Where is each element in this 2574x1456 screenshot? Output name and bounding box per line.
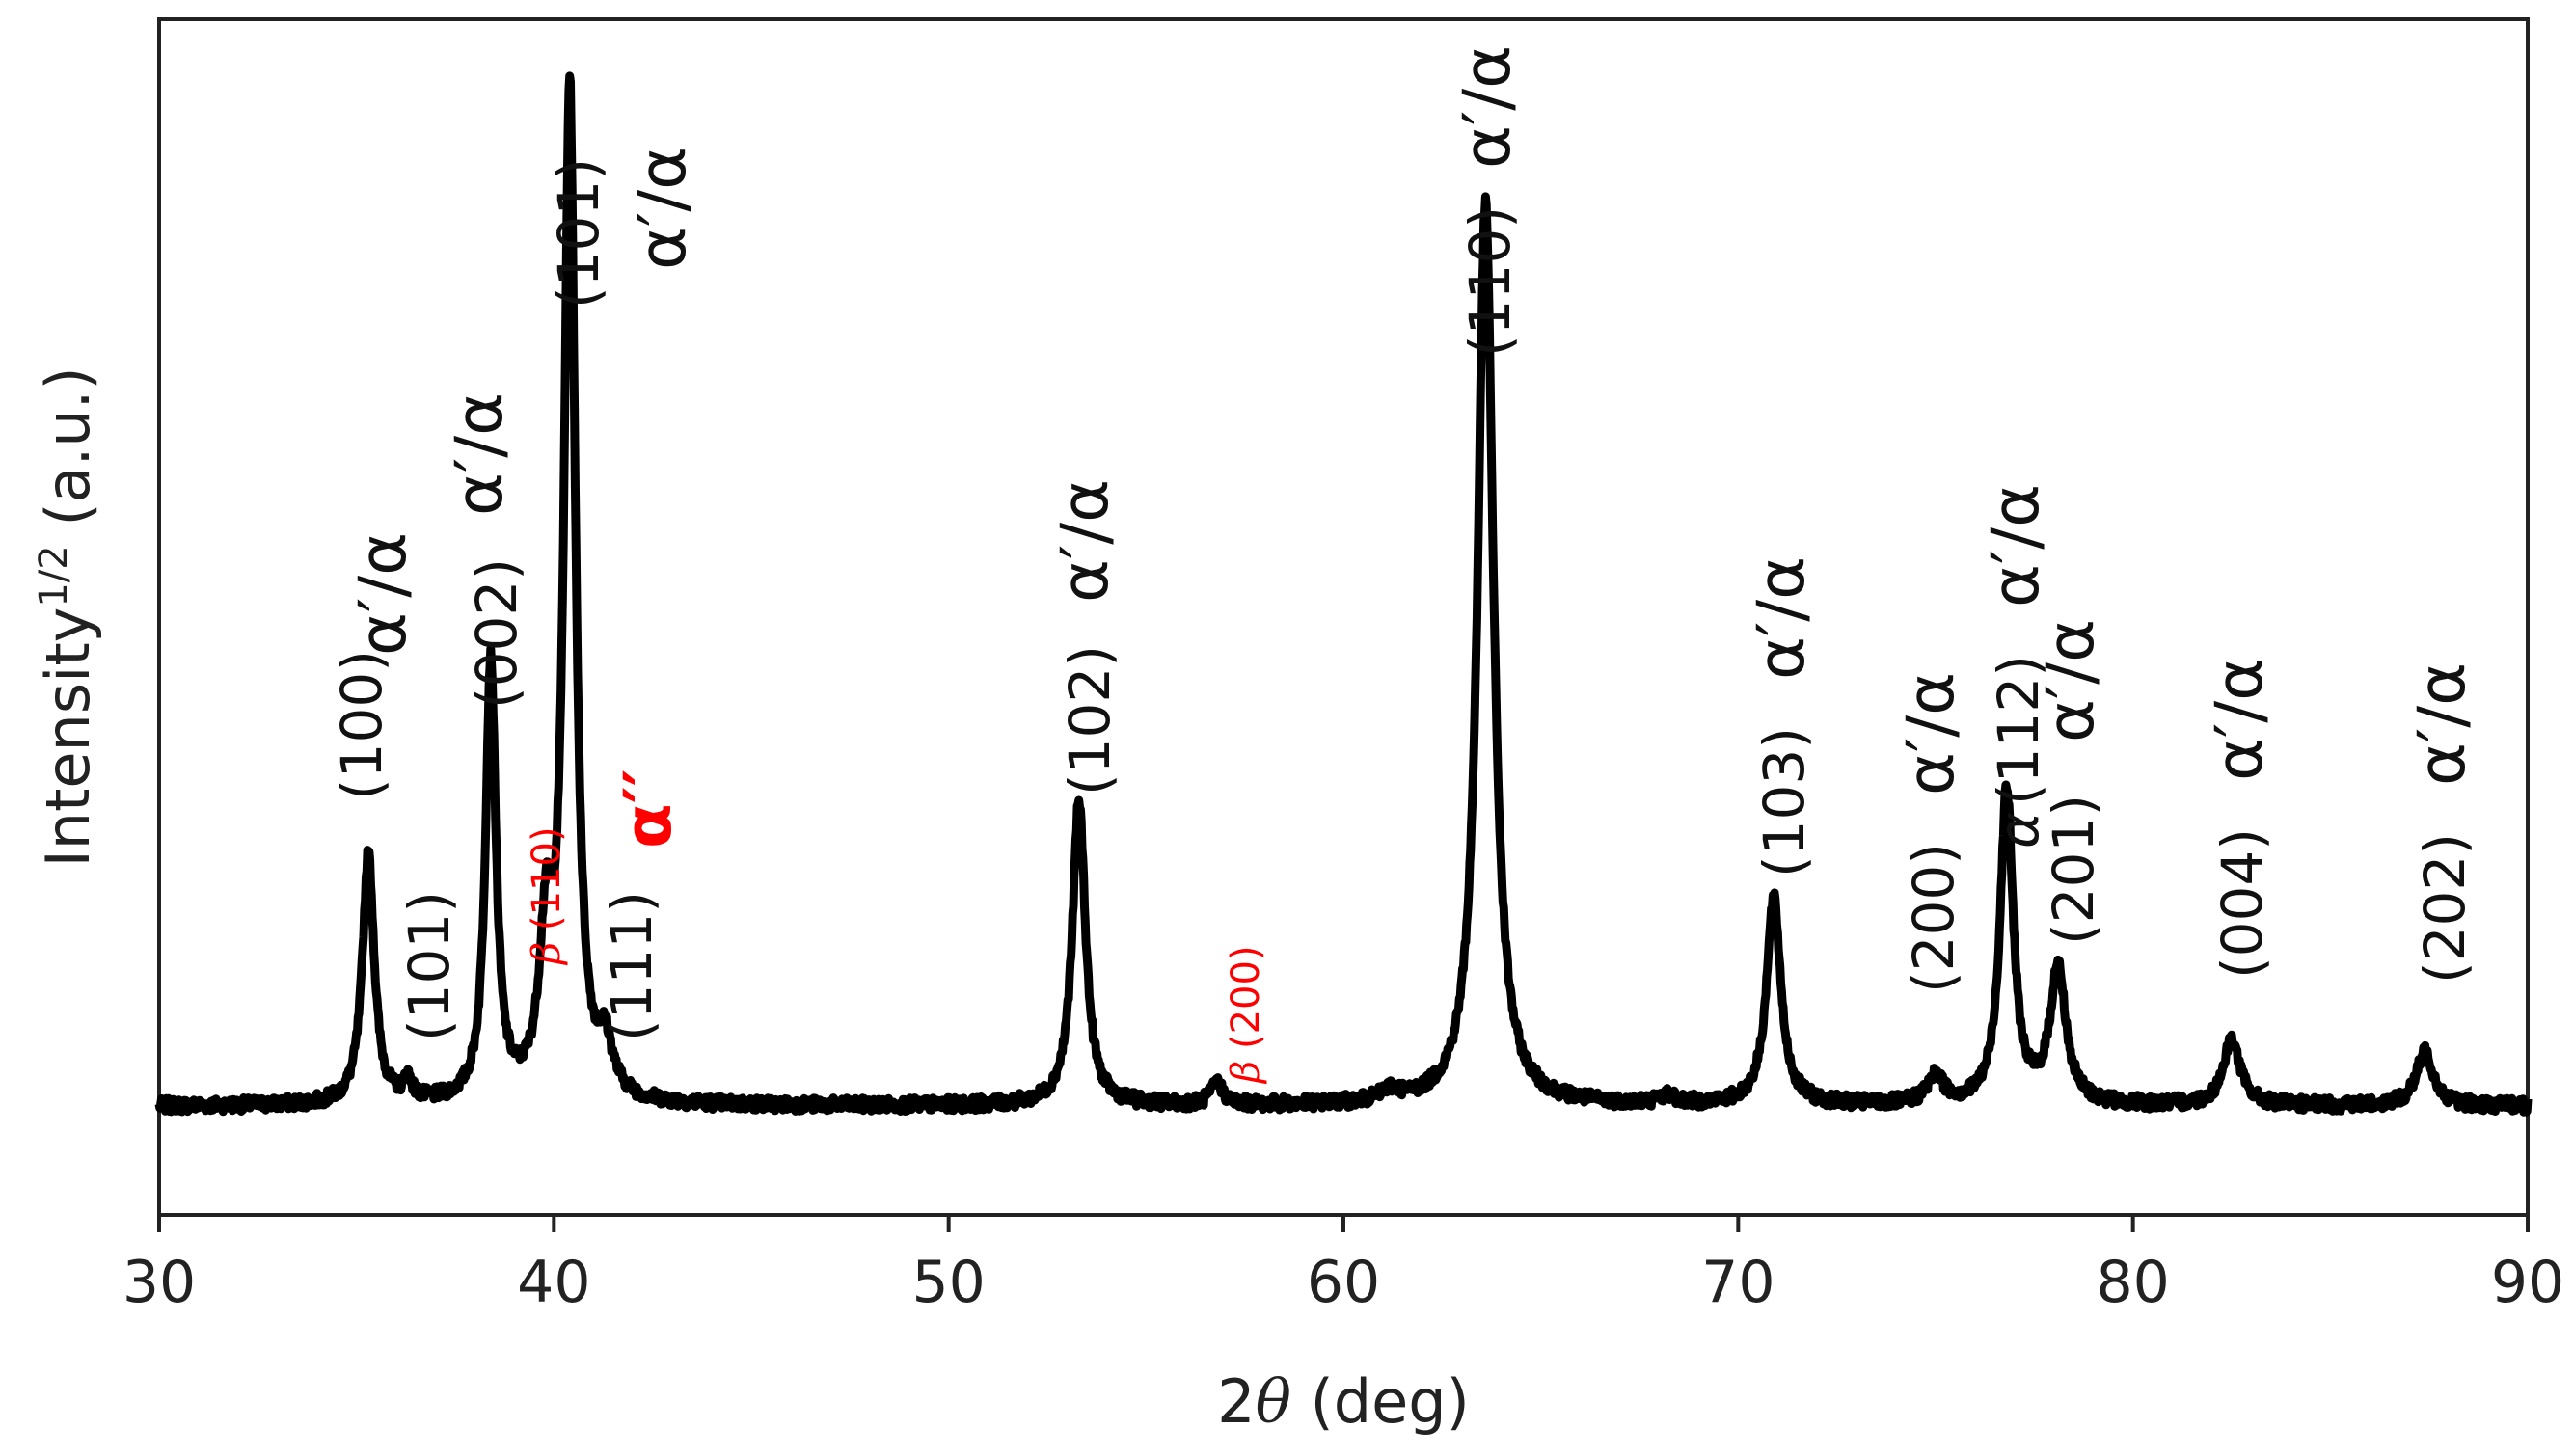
x-tick-label: 70 [1701,1249,1775,1316]
peak-annotation: β [1224,1061,1268,1085]
peak-annotation: (100) [329,650,394,800]
x-axis-ticks [157,1215,2530,1232]
peak-annotation: β [525,942,569,966]
peak-annotation: α′/α [1744,556,1820,680]
peak-annotation: α′/α [2404,662,2480,786]
peak-annotation: (201) [2041,795,2106,945]
x-axis-tick-labels: 30 40 50 60 70 80 90 [122,1249,2564,1316]
peak-annotation: (101) [546,158,611,309]
peak-annotation: α′/α [1450,45,1526,169]
peak-annotation: α′′ [610,768,687,849]
x-axis-title-var: θ [1256,1366,1291,1437]
peak-annotation: α′/α [1978,484,2054,607]
x-tick-label: 80 [2096,1249,2169,1316]
peak-annotation: α [1986,812,2051,849]
peak-annotation: (202) [2412,833,2478,984]
peak-annotation: α′/α [2202,658,2278,781]
peak-annotation: (110) [525,826,569,930]
peak-annotation: α′/α [2033,619,2109,742]
x-tick-label: 30 [122,1249,196,1316]
peak-annotation: (112) [1986,655,2051,805]
peak-annotation: α′/α [1893,672,1969,795]
peak-annotation: (110) [1457,206,1523,357]
peak-annotation: (200) [1901,843,1966,993]
peak-annotation: α′/α [442,392,518,516]
x-axis-title-num: 2 [1217,1366,1255,1437]
y-axis-title-base: Intensity [33,607,103,868]
series-line [154,71,2533,1117]
y-axis-title-unit: (a.u.) [33,366,103,545]
peak-annotation: (002) [464,558,529,709]
peak-annotation: α′/α [345,532,421,656]
y-axis-title: Intensity1/2 (a.u.) [32,366,103,867]
x-axis-title: 2θ (deg) [1217,1366,1470,1437]
peak-annotation: (102) [1057,645,1123,795]
peak-annotation: (200) [1224,945,1268,1049]
x-tick-label: 90 [2491,1249,2564,1316]
x-tick-label: 50 [911,1249,985,1316]
peak-annotation: α′/α [1047,479,1124,603]
x-tick-label: 40 [517,1249,590,1316]
peak-annotation: (101) [396,891,462,1041]
y-axis-title-sup: 1/2 [32,545,76,607]
peak-annotations: (100)α′/α(101)(002)α′/α(101) α′/αβ(110)(1… [329,45,2480,1085]
x-tick-label: 60 [1307,1249,1380,1316]
peak-annotation: (103) [1751,727,1817,877]
x-axis-title-unit: (deg) [1291,1366,1470,1437]
peak-annotation: α′/α [625,147,701,270]
peak-annotation: (111) [599,891,664,1041]
peak-annotation: (004) [2209,828,2275,979]
